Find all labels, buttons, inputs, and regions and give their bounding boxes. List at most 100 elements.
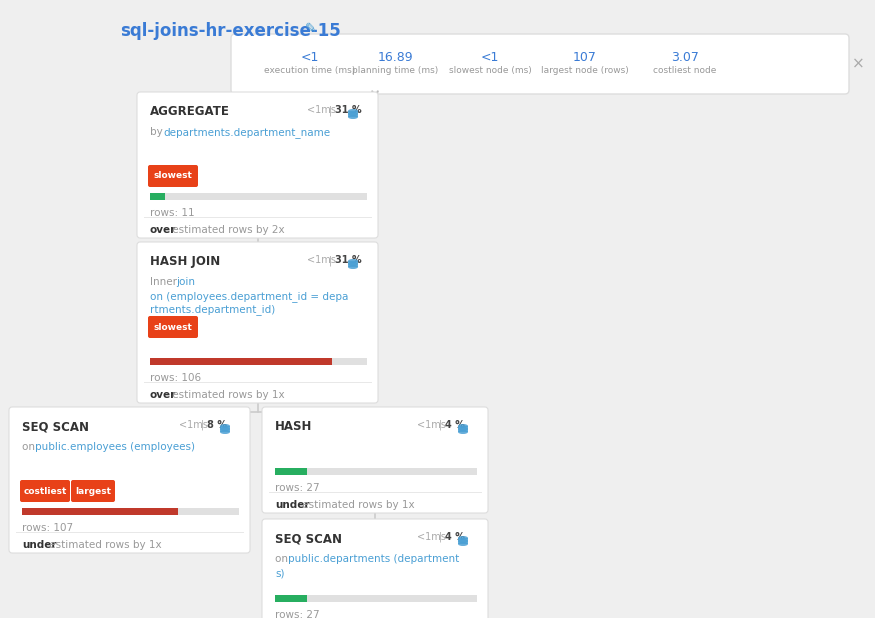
Text: |: | bbox=[439, 532, 442, 543]
Text: SEQ SCAN: SEQ SCAN bbox=[22, 420, 89, 433]
Text: 4 %: 4 % bbox=[445, 420, 465, 430]
Bar bbox=[150, 358, 367, 365]
FancyBboxPatch shape bbox=[148, 316, 198, 338]
Bar bbox=[275, 468, 477, 475]
Text: on (employees.department_id = depa: on (employees.department_id = depa bbox=[150, 291, 348, 302]
Ellipse shape bbox=[458, 424, 468, 428]
Text: 31 %: 31 % bbox=[335, 255, 361, 265]
Text: HASH: HASH bbox=[275, 420, 312, 433]
Text: rows: 27: rows: 27 bbox=[275, 610, 319, 618]
Text: public.departments (department: public.departments (department bbox=[288, 554, 459, 564]
Bar bbox=[275, 595, 477, 602]
Bar bbox=[22, 508, 239, 515]
Ellipse shape bbox=[348, 109, 358, 113]
Ellipse shape bbox=[348, 115, 358, 119]
Text: Inner: Inner bbox=[150, 277, 180, 287]
Ellipse shape bbox=[220, 424, 230, 428]
Text: over: over bbox=[150, 390, 176, 400]
Text: sql-joins-hr-exercise-15: sql-joins-hr-exercise-15 bbox=[120, 22, 340, 40]
Text: join: join bbox=[177, 277, 195, 287]
FancyBboxPatch shape bbox=[9, 407, 250, 553]
Text: |: | bbox=[329, 105, 332, 116]
Text: 4 %: 4 % bbox=[445, 532, 465, 542]
Text: 16.89: 16.89 bbox=[377, 51, 413, 64]
Bar bbox=[150, 193, 165, 200]
Bar bbox=[348, 111, 358, 117]
Text: estimated rows by 1x: estimated rows by 1x bbox=[169, 390, 285, 400]
Bar bbox=[458, 538, 468, 544]
Text: <1ms: <1ms bbox=[417, 420, 446, 430]
Text: under: under bbox=[275, 500, 310, 510]
Text: slowest node (ms): slowest node (ms) bbox=[449, 66, 531, 75]
Bar bbox=[150, 358, 332, 365]
Text: <1: <1 bbox=[481, 51, 499, 64]
Text: ×: × bbox=[851, 56, 864, 71]
Text: <1ms: <1ms bbox=[417, 532, 446, 542]
FancyBboxPatch shape bbox=[148, 165, 198, 187]
Text: AGGREGATE: AGGREGATE bbox=[150, 105, 230, 118]
FancyBboxPatch shape bbox=[231, 34, 849, 94]
Bar bbox=[220, 426, 230, 432]
Ellipse shape bbox=[348, 259, 358, 263]
Text: rows: 107: rows: 107 bbox=[22, 523, 74, 533]
Text: |: | bbox=[439, 420, 442, 431]
Text: largest: largest bbox=[75, 486, 111, 496]
Text: s): s) bbox=[275, 568, 284, 578]
Ellipse shape bbox=[458, 539, 468, 543]
Text: |: | bbox=[329, 255, 332, 266]
FancyBboxPatch shape bbox=[137, 92, 378, 238]
Text: <1ms: <1ms bbox=[307, 105, 336, 115]
Text: <1: <1 bbox=[301, 51, 319, 64]
Text: estimated rows by 1x: estimated rows by 1x bbox=[46, 540, 162, 550]
Text: over: over bbox=[150, 225, 176, 235]
Text: rows: 106: rows: 106 bbox=[150, 373, 201, 383]
FancyBboxPatch shape bbox=[20, 480, 70, 502]
Text: costliest node: costliest node bbox=[654, 66, 717, 75]
Text: SEQ SCAN: SEQ SCAN bbox=[275, 532, 342, 545]
Ellipse shape bbox=[458, 542, 468, 546]
Ellipse shape bbox=[458, 536, 468, 540]
Text: largest node (rows): largest node (rows) bbox=[541, 66, 629, 75]
FancyBboxPatch shape bbox=[71, 480, 115, 502]
Bar bbox=[150, 193, 367, 200]
Text: costliest: costliest bbox=[24, 486, 66, 496]
Ellipse shape bbox=[348, 265, 358, 269]
Bar bbox=[22, 508, 178, 515]
Text: 3.07: 3.07 bbox=[671, 51, 699, 64]
Text: ✎: ✎ bbox=[305, 22, 317, 36]
Text: under: under bbox=[22, 540, 57, 550]
Ellipse shape bbox=[220, 427, 230, 431]
Text: by: by bbox=[150, 127, 166, 137]
Text: departments.department_name: departments.department_name bbox=[164, 127, 331, 138]
Text: HASH JOIN: HASH JOIN bbox=[150, 255, 220, 268]
Text: rtments.department_id): rtments.department_id) bbox=[150, 304, 276, 315]
Text: on: on bbox=[275, 554, 291, 564]
Text: slowest: slowest bbox=[154, 172, 192, 180]
Text: execution time (ms): execution time (ms) bbox=[264, 66, 355, 75]
Text: estimated rows by 2x: estimated rows by 2x bbox=[169, 225, 285, 235]
FancyBboxPatch shape bbox=[262, 519, 488, 618]
Text: rows: 11: rows: 11 bbox=[150, 208, 194, 218]
Text: public.employees (employees): public.employees (employees) bbox=[35, 442, 195, 452]
Bar bbox=[275, 595, 307, 602]
Text: <1ms: <1ms bbox=[307, 255, 336, 265]
Text: estimated rows by 1x: estimated rows by 1x bbox=[299, 500, 415, 510]
Ellipse shape bbox=[220, 430, 230, 434]
Bar bbox=[275, 468, 307, 475]
FancyBboxPatch shape bbox=[137, 242, 378, 403]
Ellipse shape bbox=[458, 430, 468, 434]
Text: slowest: slowest bbox=[154, 323, 192, 331]
Ellipse shape bbox=[348, 112, 358, 116]
Bar bbox=[348, 261, 358, 267]
FancyBboxPatch shape bbox=[262, 407, 488, 513]
Ellipse shape bbox=[348, 262, 358, 266]
Text: on: on bbox=[22, 442, 38, 452]
Bar bbox=[458, 426, 468, 432]
Text: 8 %: 8 % bbox=[207, 420, 227, 430]
Text: planning time (ms): planning time (ms) bbox=[352, 66, 438, 75]
Text: <1ms: <1ms bbox=[179, 420, 208, 430]
Text: rows: 27: rows: 27 bbox=[275, 483, 319, 493]
Text: 31 %: 31 % bbox=[335, 105, 361, 115]
Ellipse shape bbox=[458, 427, 468, 431]
Text: 107: 107 bbox=[573, 51, 597, 64]
